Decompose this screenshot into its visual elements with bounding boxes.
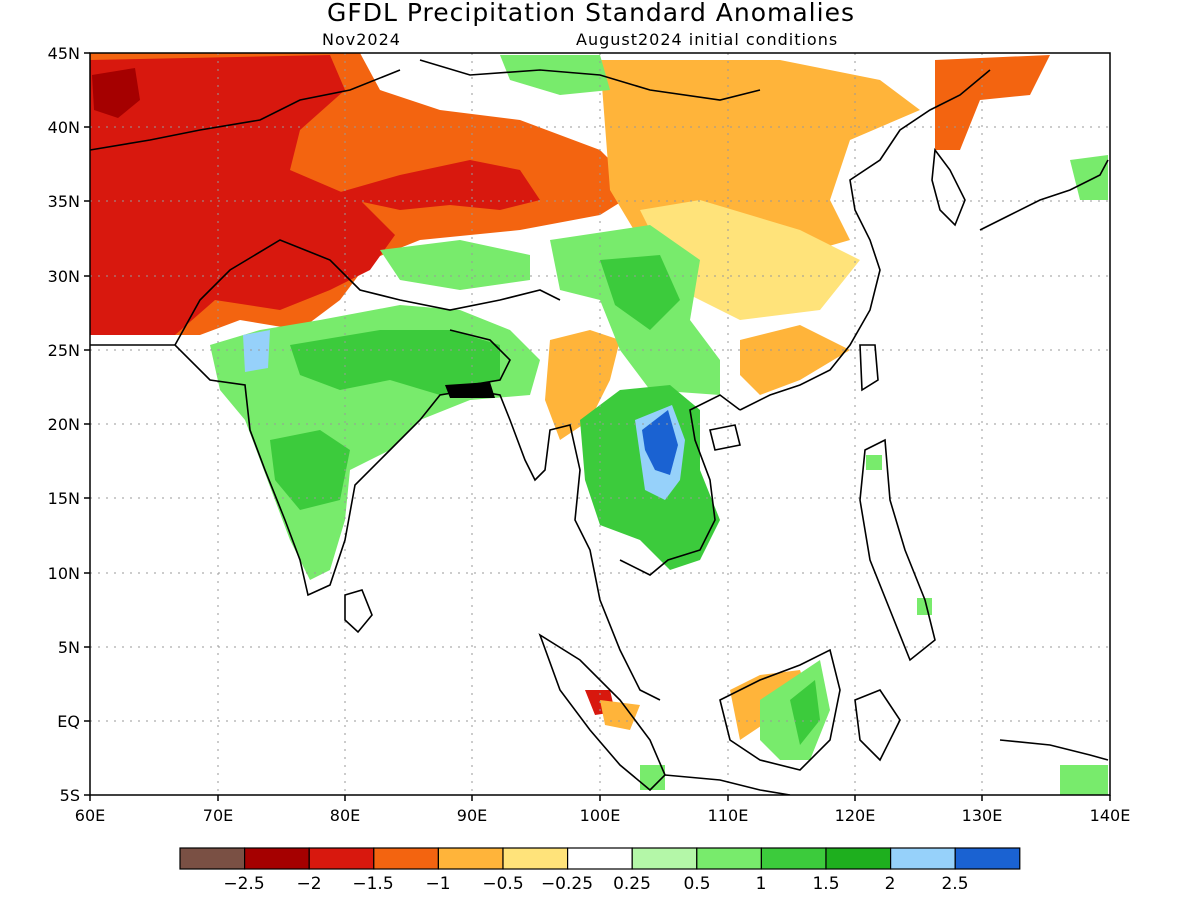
- lat-label: 25N: [48, 341, 80, 360]
- central-asia-border: [90, 69, 401, 151]
- wet-region-philippines: [866, 455, 882, 470]
- colorbar-swatch: [502, 847, 569, 870]
- wet-region-india-core: [290, 330, 500, 395]
- map-title: GFDL Precipitation Standard Anomalies: [327, 0, 855, 27]
- bangladesh-delta: [445, 382, 495, 398]
- wet-region-china-core: [600, 255, 680, 330]
- colorbar-label: −2.5: [223, 874, 264, 894]
- axis-ticks: [84, 52, 1111, 801]
- longitude-labels: 60E 70E 80E 90E 100E 110E 120E 130E 140E: [75, 806, 1131, 825]
- colorbar-swatch: [631, 847, 698, 870]
- lat-label: 30N: [48, 267, 80, 286]
- colorbar-swatch: [825, 847, 892, 870]
- dry-region-west-max: [92, 68, 140, 118]
- mongolia-border: [419, 59, 761, 101]
- java-coast: [664, 774, 791, 795]
- srilanka-coast: [344, 589, 373, 634]
- colorbar-label: −1: [425, 874, 450, 894]
- wet-region-borneo-core: [790, 680, 820, 745]
- colorbar-swatch: [373, 847, 439, 870]
- latitude-labels: 45N 40N 35N 30N 25N 20N 15N 10N 5N EQ 5S: [48, 44, 80, 805]
- lat-label: EQ: [57, 712, 80, 731]
- colorbar-label: 2: [885, 874, 896, 894]
- lon-label: 110E: [708, 806, 749, 825]
- colorbar-swatch: [566, 847, 633, 870]
- lon-label: 140E: [1090, 806, 1131, 825]
- colorbar: [179, 847, 1021, 870]
- dry-region-myanmar: [545, 330, 620, 440]
- lat-label: 40N: [48, 118, 80, 137]
- lat-label: 5S: [60, 786, 80, 805]
- colorbar-label: 0.25: [613, 874, 651, 894]
- bangladesh-border: [449, 329, 511, 386]
- colorbar-swatch: [696, 847, 762, 870]
- sumatra-coast: [538, 633, 666, 792]
- lon-label: 130E: [962, 806, 1003, 825]
- initial-conditions: August2024 initial conditions: [576, 30, 839, 49]
- sulawesi-coast: [854, 689, 901, 762]
- colorbar-swatch: [889, 847, 956, 870]
- borneo-coast: [719, 648, 841, 771]
- philippines-coast: [859, 438, 936, 662]
- colorbar-swatch: [954, 847, 1021, 870]
- newguinea-coast: [999, 739, 1109, 761]
- lat-label: 10N: [48, 564, 80, 583]
- wet-region-deccan: [270, 430, 350, 510]
- dry-region-korea: [935, 55, 1050, 150]
- lat-label: 15N: [48, 489, 80, 508]
- lon-label: 100E: [580, 806, 621, 825]
- japan-coast: [979, 159, 1109, 231]
- graticule: [90, 53, 1110, 795]
- dry-region-southchina: [740, 325, 850, 395]
- colorbar-swatch: [760, 847, 827, 870]
- colorbar-label: 0.5: [683, 874, 710, 894]
- colorbar-swatch: [437, 847, 504, 870]
- colorbar-label: −2: [296, 874, 321, 894]
- wet-region-japan: [1070, 155, 1108, 200]
- forecast-month: Nov2024: [322, 30, 401, 49]
- dry-region-west-core: [90, 55, 395, 335]
- lat-label: 20N: [48, 415, 80, 434]
- colorbar-label: −0.5: [482, 874, 523, 894]
- lon-label: 80E: [330, 806, 360, 825]
- hainan-coast: [709, 424, 741, 451]
- lon-label: 60E: [75, 806, 105, 825]
- himalaya-border: [174, 239, 561, 346]
- korea-coast: [931, 147, 966, 227]
- colorbar-swatch: [179, 847, 246, 870]
- taiwan-coast: [859, 344, 879, 392]
- lon-label: 120E: [835, 806, 876, 825]
- lat-label: 45N: [48, 44, 80, 63]
- colorbar-labels: −2.5 −2 −1.5 −1 −0.5 −0.25 0.25 0.5 1 1.…: [223, 874, 968, 894]
- colorbar-label: 1: [756, 874, 767, 894]
- colorbar-label: −0.25: [541, 874, 593, 894]
- coastlines: [90, 59, 1109, 795]
- wet-region-newguinea: [1060, 765, 1108, 795]
- wet-region-laos-max: [642, 410, 678, 475]
- colorbar-label: 1.5: [812, 874, 839, 894]
- lat-label: 35N: [48, 192, 80, 211]
- wet-region-west-india-light: [243, 330, 270, 372]
- dry-region-tibet: [330, 160, 540, 210]
- wet-region-java: [640, 765, 665, 790]
- lon-label: 90E: [457, 806, 487, 825]
- anomaly-field: [90, 53, 1108, 795]
- colorbar-swatch: [308, 847, 375, 870]
- china-coast: [739, 69, 991, 411]
- wet-region-mongolia-north: [500, 55, 610, 95]
- lat-label: 5N: [58, 638, 80, 657]
- wet-region-tibet: [380, 240, 530, 290]
- colorbar-swatch: [244, 847, 310, 870]
- indochina-coast: [619, 394, 741, 576]
- lon-label: 70E: [203, 806, 233, 825]
- dry-region-sumatra-light: [600, 700, 640, 730]
- colorbar-label: −1.5: [352, 874, 393, 894]
- colorbar-label: 2.5: [941, 874, 968, 894]
